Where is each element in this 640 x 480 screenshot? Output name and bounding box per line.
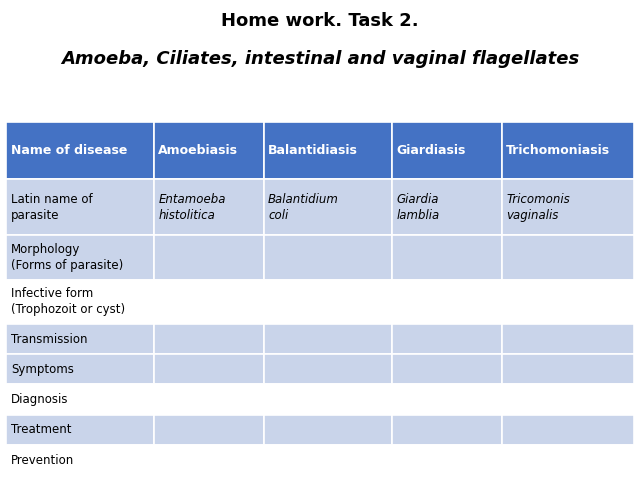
Bar	[502, 122, 634, 179]
Bar	[264, 384, 392, 415]
Text: Balantidium
coli: Balantidium coli	[268, 192, 339, 222]
Bar	[154, 354, 264, 384]
Text: Amoeba, Ciliates, intestinal and vaginal flagellates: Amoeba, Ciliates, intestinal and vaginal…	[61, 50, 579, 68]
Bar	[6, 384, 154, 415]
Bar	[392, 179, 502, 235]
Bar	[154, 122, 264, 179]
Bar	[502, 415, 634, 445]
Text: Name of disease: Name of disease	[11, 144, 127, 157]
Text: Giardia
lamblia: Giardia lamblia	[397, 192, 440, 222]
Bar	[264, 235, 392, 280]
Text: Amoebiasis: Amoebiasis	[158, 144, 238, 157]
Bar	[392, 384, 502, 415]
Bar	[154, 324, 264, 354]
Bar	[502, 280, 634, 324]
Bar	[392, 445, 502, 475]
Text: Home work. Task 2.: Home work. Task 2.	[221, 12, 419, 30]
Text: Infective form
(Trophozoit or cyst): Infective form (Trophozoit or cyst)	[11, 288, 125, 316]
Bar	[502, 324, 634, 354]
Bar	[6, 179, 154, 235]
Bar	[154, 415, 264, 445]
Bar	[392, 415, 502, 445]
Text: Trichomoniasis: Trichomoniasis	[506, 144, 611, 157]
Bar	[264, 415, 392, 445]
Bar	[502, 235, 634, 280]
Bar	[392, 280, 502, 324]
Bar	[502, 384, 634, 415]
Bar	[154, 280, 264, 324]
Bar	[502, 354, 634, 384]
Text: Entamoeba
histolitica: Entamoeba histolitica	[158, 192, 226, 222]
Bar	[6, 235, 154, 280]
Bar	[392, 235, 502, 280]
Bar	[502, 445, 634, 475]
Bar	[6, 324, 154, 354]
Text: Balantidiasis: Balantidiasis	[268, 144, 358, 157]
Bar	[264, 354, 392, 384]
Bar	[502, 179, 634, 235]
Bar	[264, 280, 392, 324]
Bar	[6, 280, 154, 324]
Bar	[264, 324, 392, 354]
Text: Giardiasis: Giardiasis	[397, 144, 466, 157]
Text: Tricomonis
vaginalis: Tricomonis vaginalis	[506, 192, 570, 222]
Bar	[6, 415, 154, 445]
Bar	[6, 122, 154, 179]
Bar	[6, 445, 154, 475]
Bar	[392, 122, 502, 179]
Bar	[154, 179, 264, 235]
Text: Prevention: Prevention	[11, 454, 74, 467]
Text: Morphology
(Forms of parasite): Morphology (Forms of parasite)	[11, 243, 123, 272]
Bar	[392, 324, 502, 354]
Bar	[154, 384, 264, 415]
Bar	[264, 445, 392, 475]
Bar	[6, 354, 154, 384]
Bar	[154, 445, 264, 475]
Bar	[264, 179, 392, 235]
Bar	[264, 122, 392, 179]
Text: Latin name of
parasite: Latin name of parasite	[11, 192, 93, 222]
Text: Symptoms: Symptoms	[11, 363, 74, 376]
Text: Treatment: Treatment	[11, 423, 72, 436]
Text: Transmission: Transmission	[11, 333, 88, 346]
Bar	[154, 235, 264, 280]
Bar	[392, 354, 502, 384]
Text: Diagnosis: Diagnosis	[11, 393, 68, 406]
